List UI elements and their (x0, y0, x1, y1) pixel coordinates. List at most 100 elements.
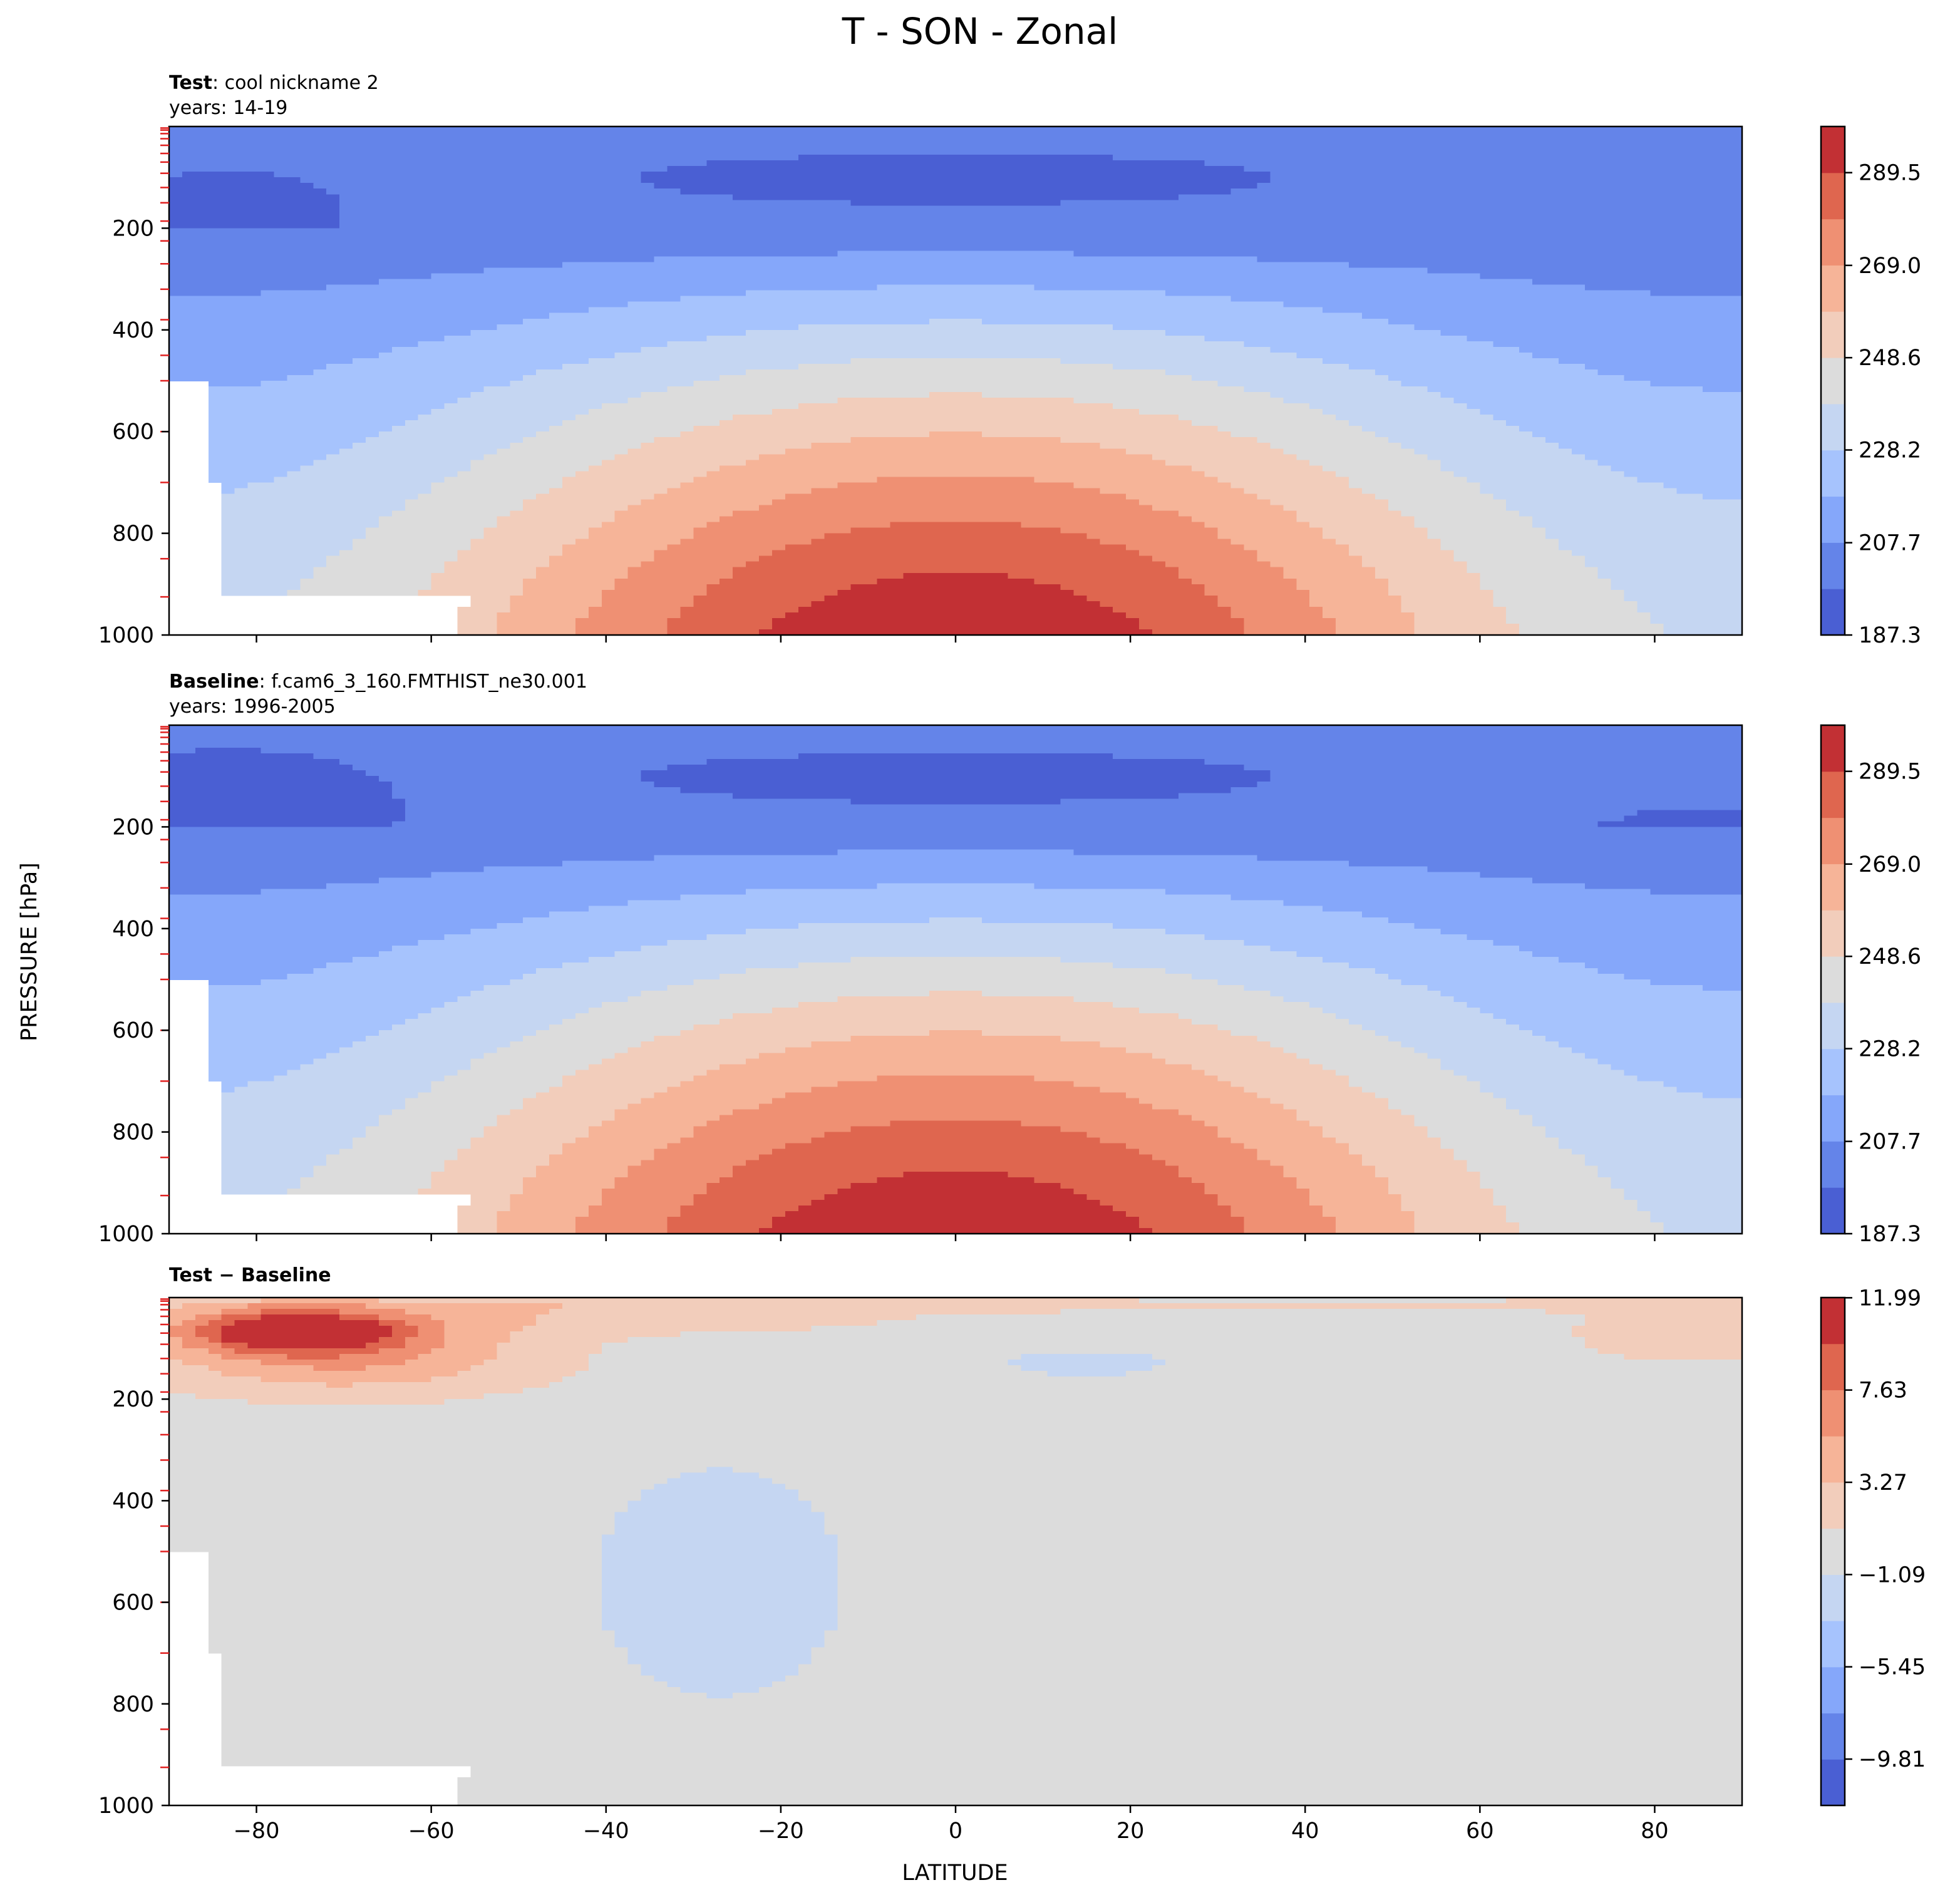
contour-cell (549, 460, 563, 466)
contour-cell (209, 426, 222, 432)
contour-cell (825, 505, 838, 512)
contour-cell (418, 381, 432, 387)
contour-cell (431, 341, 445, 348)
contour-cell (392, 403, 406, 410)
contour-cell (431, 437, 445, 443)
contour-cell (497, 528, 510, 534)
contour-cell (798, 556, 812, 562)
contour-cell (326, 132, 340, 138)
contour-cell (602, 307, 616, 314)
contour-cell (431, 330, 445, 336)
contour-cell (812, 562, 825, 568)
contour-cell (392, 375, 406, 381)
contour-cell (628, 534, 642, 540)
contour-cell (392, 488, 406, 494)
contour-cell (562, 624, 576, 630)
contour-cell (313, 262, 327, 269)
contour-cell (392, 347, 406, 353)
contour-cell (720, 493, 733, 500)
contour-cell (615, 590, 629, 596)
contour-cell (654, 274, 668, 280)
contour-cell (798, 143, 812, 150)
contour-cell (746, 493, 760, 500)
contour-cell (313, 522, 327, 529)
contour-cell (720, 539, 733, 545)
contour-cell (825, 155, 838, 161)
contour-cell (589, 415, 602, 421)
contour-cell (733, 257, 746, 263)
contour-cell (680, 403, 694, 410)
contour-cell (536, 177, 550, 183)
contour-cell (746, 624, 760, 630)
contour-cell (326, 500, 340, 506)
contour-cell (812, 177, 825, 183)
contour-cell (418, 443, 432, 449)
contour-cell (825, 398, 838, 404)
contour-cell (510, 482, 524, 488)
contour-cell (261, 550, 275, 557)
contour-cell (798, 460, 812, 466)
contour-cell (759, 517, 773, 523)
contour-cell (825, 126, 838, 133)
contour-cell (759, 596, 773, 602)
contour-cell (693, 465, 707, 472)
contour-cell (379, 126, 393, 133)
contour-cell (733, 612, 746, 619)
contour-cell (759, 268, 773, 274)
contour-cell (405, 454, 419, 460)
contour-cell (825, 539, 838, 545)
contour-cell (261, 539, 275, 545)
contour-cell (458, 364, 472, 370)
contour-cell (641, 228, 655, 234)
contour-cell (379, 505, 393, 512)
contour-cell (575, 607, 589, 613)
contour-cell (720, 545, 733, 551)
contour-cell (431, 517, 445, 523)
contour-cell (366, 426, 379, 432)
contour-cell (405, 211, 419, 217)
contour-cell (405, 517, 419, 523)
contour-cell (628, 420, 642, 426)
contour-cell (418, 172, 432, 178)
contour-cell (549, 138, 563, 144)
contour-cell (825, 245, 838, 252)
contour-cell (248, 375, 262, 381)
contour-cell (523, 443, 537, 449)
contour-cell (628, 205, 642, 212)
contour-cell (483, 573, 497, 579)
contour-cell (326, 279, 340, 286)
contour-cell (339, 369, 353, 376)
contour-cell (510, 562, 524, 568)
contour-cell (523, 556, 537, 562)
contour-cell (339, 183, 353, 189)
contour-cell (326, 143, 340, 150)
contour-cell (353, 522, 366, 529)
contour-cell (326, 573, 340, 579)
contour-cell (326, 330, 340, 336)
contour-cell (706, 369, 720, 376)
contour-cell (562, 556, 576, 562)
contour-cell (274, 369, 288, 376)
contour-cell (602, 471, 616, 477)
contour-cell (759, 217, 773, 223)
contour-cell (274, 149, 288, 155)
contour-cell (812, 257, 825, 263)
panel-label-bold: Test (169, 72, 212, 94)
contour-cell (668, 257, 681, 263)
contour-cell (746, 584, 760, 591)
contour-cell (772, 471, 786, 477)
contour-cell (720, 183, 733, 189)
contour-cell (235, 313, 249, 319)
contour-cell (641, 528, 655, 534)
contour-cell (339, 465, 353, 472)
contour-cell (562, 268, 576, 274)
contour-cell (497, 612, 510, 619)
contour-cell (798, 415, 812, 421)
contour-cell (418, 375, 432, 381)
contour-cell (483, 217, 497, 223)
contour-cell (222, 307, 235, 314)
contour-cell (706, 415, 720, 421)
contour-cell (785, 573, 799, 579)
contour-cell (772, 149, 786, 155)
contour-cell (759, 493, 773, 500)
